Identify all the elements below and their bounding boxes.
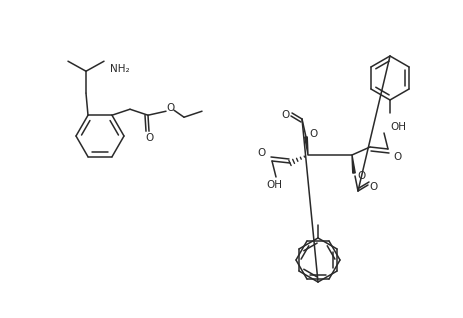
Polygon shape <box>304 137 307 155</box>
Text: O: O <box>357 171 365 181</box>
Text: O: O <box>309 129 318 139</box>
Polygon shape <box>351 155 355 173</box>
Text: O: O <box>167 103 175 113</box>
Text: O: O <box>393 152 401 162</box>
Text: O: O <box>145 133 154 143</box>
Text: O: O <box>257 148 266 158</box>
Text: NH₂: NH₂ <box>110 64 129 74</box>
Text: O: O <box>369 182 377 192</box>
Text: OH: OH <box>265 180 282 190</box>
Text: OH: OH <box>389 122 405 132</box>
Text: O: O <box>281 110 289 120</box>
